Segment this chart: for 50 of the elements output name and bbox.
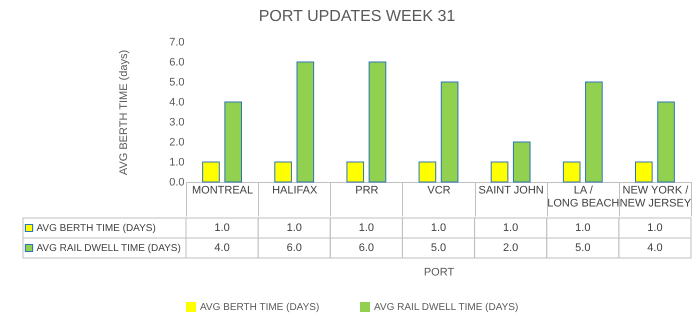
x-tick-label: SAINT JOHN bbox=[478, 184, 544, 196]
legend-label: AVG BERTH TIME (DAYS) bbox=[36, 223, 156, 234]
x-tick-label: MONTREAL bbox=[192, 184, 254, 196]
y-tick-label: 4.0 bbox=[169, 96, 184, 108]
x-tick-label: NEW YORK / NEW JERSEY bbox=[620, 184, 692, 210]
data-label: 5.0 bbox=[575, 242, 590, 254]
y-tick-label: 1.0 bbox=[169, 156, 184, 168]
bar bbox=[274, 162, 292, 182]
y-tick-label: 0.0 bbox=[169, 176, 184, 188]
text: AVG RAIL DWELL TIME (DAYS) bbox=[374, 302, 518, 313]
data-label: 4.0 bbox=[214, 242, 230, 254]
bar bbox=[440, 82, 458, 182]
x-tick-label: LA / LONG BEACH bbox=[547, 184, 620, 210]
text: AVG BERTH TIME (DAYS) bbox=[200, 302, 320, 313]
legend-label: AVG RAIL DWELL TIME (DAYS) bbox=[36, 243, 181, 254]
x-tick-label: VCR bbox=[427, 184, 451, 196]
x-tick-label: HALIFAX bbox=[272, 184, 318, 196]
data-label: 1.0 bbox=[502, 222, 518, 234]
data-label: 4.0 bbox=[647, 242, 663, 254]
bar bbox=[202, 162, 220, 182]
data-label: 1.0 bbox=[358, 222, 374, 234]
bar bbox=[585, 82, 603, 182]
y-axis-title: AVG BERTH TIME (days) bbox=[118, 50, 130, 176]
data-label: 5.0 bbox=[430, 242, 446, 254]
bar bbox=[490, 162, 508, 182]
x-tick-label: PRR bbox=[355, 184, 379, 196]
data-label: 1.0 bbox=[430, 222, 446, 234]
y-tick-label: 3.0 bbox=[169, 116, 184, 128]
bar bbox=[562, 162, 581, 182]
bar bbox=[368, 62, 386, 182]
bar bbox=[224, 102, 242, 182]
y-tick-label: 6.0 bbox=[169, 56, 184, 68]
bar bbox=[512, 142, 531, 182]
bar bbox=[296, 62, 314, 182]
y-tick-label: 7.0 bbox=[169, 36, 184, 48]
data-label: 1.0 bbox=[647, 222, 663, 234]
y-tick-label: 2.0 bbox=[169, 136, 184, 148]
data-label: 1.0 bbox=[575, 222, 590, 234]
bar bbox=[657, 102, 675, 182]
data-label: 6.0 bbox=[286, 242, 302, 254]
y-tick-label: 5.0 bbox=[169, 76, 184, 88]
data-label: 6.0 bbox=[358, 242, 374, 254]
bar bbox=[418, 162, 436, 182]
data-label: 1.0 bbox=[286, 222, 302, 234]
data-label: 2.0 bbox=[502, 242, 518, 254]
bar bbox=[346, 162, 364, 182]
chart-title: PORT UPDATES WEEK 31 bbox=[258, 8, 456, 25]
data-label: 1.0 bbox=[214, 222, 230, 234]
bar bbox=[635, 162, 653, 182]
text: PORT bbox=[424, 266, 454, 278]
